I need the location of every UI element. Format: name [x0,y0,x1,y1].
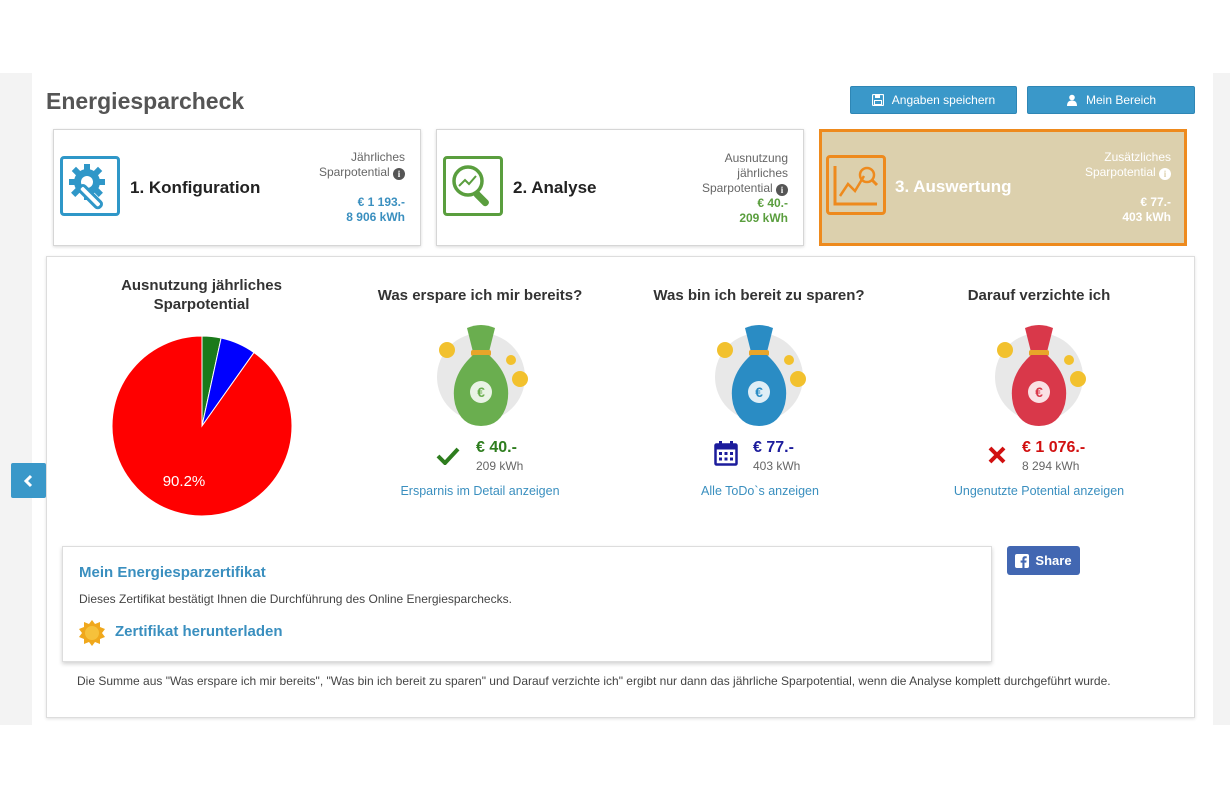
step-evaluation[interactable]: 3. Auswertung Zusätzliches Sparpotential… [819,129,1187,246]
info-line: Jährliches [350,150,405,164]
saved-heading: Was erspare ich mir bereits? [377,287,583,304]
certificate-title: Mein Energiesparzertifikat [79,564,266,581]
all-todos-link[interactable]: Alle ToDo`s anzeigen [701,484,819,498]
svg-text:€: € [755,384,763,400]
my-area-button[interactable]: Mein Bereich [1027,86,1195,114]
pie-chart: 90.2% [111,335,293,517]
gear-wrench-icon [60,156,120,216]
user-icon [1066,94,1077,106]
step-euro: € 77.- [1140,195,1171,209]
info-icon[interactable]: i [393,168,405,180]
save-button-label: Angaben speichern [891,93,996,107]
save-button[interactable]: Angaben speichern [850,86,1017,114]
check-icon [436,447,460,465]
step-info: Jährliches Sparpotential i € 1 193.- 8 9… [319,150,405,225]
step-kwh: 209 kWh [739,211,788,225]
back-button[interactable] [11,463,46,498]
renounce-kwh: 8 294 kWh [1022,459,1080,473]
svg-text:€: € [477,384,485,400]
pie-heading: Ausnutzung jährliches Sparpotential [121,277,282,313]
step-kwh: 403 kWh [1122,210,1171,224]
info-line: Sparpotential [318,165,390,179]
step-euro: € 1 193.- [357,195,405,209]
step-info: Zusätzliches Sparpotential i € 77.- 403 … [1085,150,1171,225]
calendar-icon [714,441,738,466]
info-icon[interactable]: i [776,184,788,196]
money-bag-red-icon: € [995,325,1086,426]
certificate-description: Dieses Zertifikat bestätigt Ihnen die Du… [79,592,512,606]
step-kwh: 8 906 kWh [346,210,405,224]
money-bag-blue-icon: € [715,325,806,426]
step-configuration[interactable]: 1. Konfiguration Jährliches Sparpotentia… [53,129,421,246]
willing-kwh: 403 kWh [753,459,801,473]
step-label: 2. Analyse [513,178,597,197]
share-label: Share [1035,553,1072,568]
certificate-card: Mein Energiesparzertifikat Dieses Zertif… [62,546,992,662]
facebook-icon [1015,553,1030,568]
page-title: Energiesparcheck [46,88,245,114]
step-euro: € 40.- [757,196,788,210]
pie-percentage-label: 90.2% [163,473,206,490]
cross-icon [988,446,1006,464]
info-line: Ausnutzung [724,151,788,165]
step-label: 3. Auswertung [895,177,1012,196]
svg-text:€: € [1035,384,1043,400]
unused-potential-link[interactable]: Ungenutzte Potential anzeigen [953,484,1125,498]
floppy-disk-icon [871,94,884,106]
step-label: 1. Konfiguration [130,178,261,197]
renounce-amount: € 1 076.- [1022,439,1086,456]
step-info: Ausnutzung jährliches Sparpotential i € … [702,151,788,226]
chevron-left-icon [23,474,32,487]
footnote: Die Summe aus "Was erspare ich mir berei… [77,674,1111,688]
pie-slice-2 [111,335,293,517]
step-analysis[interactable]: 2. Analyse Ausnutzung jährliches Sparpot… [436,129,804,246]
chart-analysis-icon [826,155,886,215]
info-line: jährliches [737,166,788,180]
saved-details-link[interactable]: Ersparnis im Detail anzeigen [400,484,560,498]
willing-amount: € 77.- [753,439,794,456]
info-icon[interactable]: i [1159,168,1171,180]
money-bag-green-icon: € [437,325,528,426]
certificate-download-link[interactable]: Zertifikat herunterladen [115,623,283,640]
saved-amount: € 40.- [476,439,517,456]
willing-heading: Was bin ich bereit zu sparen? [653,287,865,304]
renounce-heading: Darauf verzichte ich [967,287,1111,304]
saved-kwh: 209 kWh [476,459,524,473]
facebook-share-button[interactable]: Share [1007,546,1080,575]
info-line: Sparpotential [1084,165,1156,179]
info-line: Sparpotential [701,181,773,195]
seal-icon [79,620,105,646]
my-area-button-label: Mein Bereich [1085,93,1157,107]
magnifier-chart-icon [443,156,503,216]
info-line: Zusätzliches [1104,150,1171,164]
